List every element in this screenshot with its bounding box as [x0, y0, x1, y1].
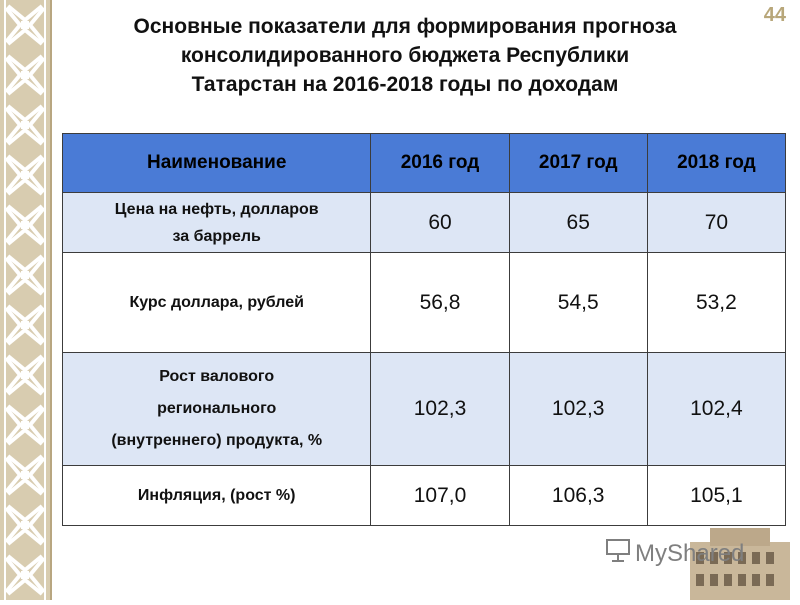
row-label: Рост валового регионального (внутреннего… — [61, 352, 372, 466]
column-header-name: Наименование — [61, 133, 372, 193]
watermark-logo: MyShared — [605, 537, 744, 570]
indicators-table: Наименование 2016 год 2017 год 2018 год … — [61, 133, 787, 526]
page-number: 44 — [763, 4, 786, 26]
table-row: Курс доллара, рублей 56,8 54,5 53,2 — [61, 252, 787, 353]
column-header-2017: 2017 год — [508, 133, 648, 193]
presentation-icon — [605, 537, 631, 570]
building-image — [680, 522, 800, 600]
title-line: консолидированного бюджета Республики — [180, 44, 630, 67]
cell-value: 56,8 — [370, 252, 510, 353]
table-header-row: Наименование 2016 год 2017 год 2018 год — [61, 133, 787, 193]
title-line: Основные показатели для формирования про… — [133, 15, 677, 38]
column-header-2016: 2016 год — [370, 133, 510, 193]
title-line: Татарстан на 2016-2018 годы по доходам — [191, 73, 619, 96]
page-title: Основные показатели для формирования про… — [55, 12, 755, 99]
cell-value: 53,2 — [646, 252, 787, 353]
cell-value: 107,0 — [370, 465, 510, 526]
cell-value: 65 — [508, 192, 648, 253]
row-label-line: Инфляция, (рост %) — [137, 487, 296, 504]
column-header-2018: 2018 год — [646, 133, 787, 193]
row-label-line: Цена на нефть, долларов — [114, 200, 319, 218]
row-label: Инфляция, (рост %) — [61, 465, 372, 526]
cell-value: 102,4 — [646, 352, 787, 466]
row-label: Цена на нефть, долларов за баррель — [61, 192, 372, 253]
cell-value: 105,1 — [646, 465, 787, 526]
row-label-line: регионального — [157, 400, 277, 417]
row-label-line: за баррель — [172, 227, 261, 245]
row-label-line: (внутреннего) продукта, % — [111, 432, 323, 449]
row-label-line: Курс доллара, рублей — [129, 294, 304, 311]
table-row: Цена на нефть, долларов за баррель 60 65… — [61, 192, 787, 253]
row-label: Курс доллара, рублей — [61, 252, 372, 353]
decorative-ornament-border — [0, 0, 52, 600]
cell-value: 70 — [646, 192, 787, 253]
cell-value: 54,5 — [508, 252, 648, 353]
table-row: Рост валового регионального (внутреннего… — [61, 352, 787, 466]
cell-value: 102,3 — [508, 352, 648, 466]
cell-value: 106,3 — [508, 465, 648, 526]
cell-value: 102,3 — [370, 352, 510, 466]
watermark-text: MyShared — [635, 539, 745, 567]
row-label-line: Рост валового — [159, 368, 275, 385]
table-row: Инфляция, (рост %) 107,0 106,3 105,1 — [61, 465, 787, 526]
cell-value: 60 — [370, 192, 510, 253]
